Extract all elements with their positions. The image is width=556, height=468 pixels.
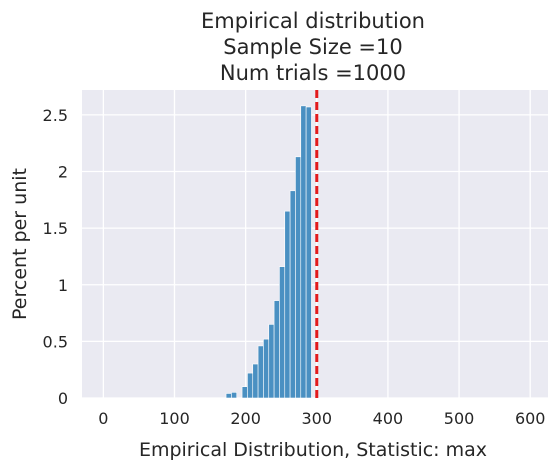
x-tick-label-1: 100 bbox=[159, 409, 190, 428]
histogram-bar bbox=[257, 345, 264, 399]
x-tick-label-0: 0 bbox=[98, 409, 108, 428]
histogram-bar bbox=[289, 190, 296, 399]
histogram-bar bbox=[247, 372, 254, 399]
chart-title-line-2: Sample Size =10 bbox=[223, 35, 403, 59]
chart-title-line-3: Num trials =1000 bbox=[220, 61, 406, 85]
y-tick-label-1: 0.5 bbox=[43, 332, 68, 351]
y-tick-label-4: 2 bbox=[58, 163, 68, 182]
histogram-bar bbox=[284, 210, 291, 399]
x-tick-label-3: 300 bbox=[302, 409, 333, 428]
y-axis-label: Percent per unit bbox=[9, 168, 31, 320]
x-tick-label-2: 200 bbox=[230, 409, 261, 428]
x-axis-label: Empirical Distribution, Statistic: max bbox=[139, 439, 487, 461]
chart-title-line-1: Empirical distribution bbox=[201, 9, 425, 33]
y-tick-label-0: 0 bbox=[58, 389, 68, 408]
x-tick-labels: 0 100 200 300 400 500 600 bbox=[98, 409, 545, 428]
y-tick-label-3: 1.5 bbox=[43, 219, 68, 238]
histogram-bar bbox=[279, 266, 286, 399]
histogram-bar bbox=[231, 392, 238, 399]
plot-area bbox=[82, 90, 548, 398]
x-tick-label-5: 500 bbox=[444, 409, 475, 428]
histogram-bar bbox=[263, 338, 270, 399]
chart-title: Empirical distribution Sample Size =10 N… bbox=[201, 9, 425, 85]
histogram-bar bbox=[252, 363, 259, 399]
histogram-bars bbox=[225, 105, 312, 399]
histogram-bar bbox=[225, 393, 232, 399]
y-tick-label-5: 2.5 bbox=[43, 106, 68, 125]
histogram-bar bbox=[273, 300, 280, 399]
histogram-bar bbox=[305, 106, 312, 399]
y-tick-labels: 0 0.5 1 1.5 2 2.5 bbox=[43, 106, 68, 408]
histogram-bar bbox=[268, 324, 275, 399]
histogram-bar bbox=[300, 105, 307, 399]
y-tick-label-2: 1 bbox=[58, 276, 68, 295]
x-tick-label-4: 400 bbox=[373, 409, 404, 428]
x-tick-label-6: 600 bbox=[515, 409, 546, 428]
histogram-bar bbox=[295, 156, 302, 399]
histogram-bar bbox=[241, 386, 248, 399]
grid-lines bbox=[82, 90, 548, 399]
